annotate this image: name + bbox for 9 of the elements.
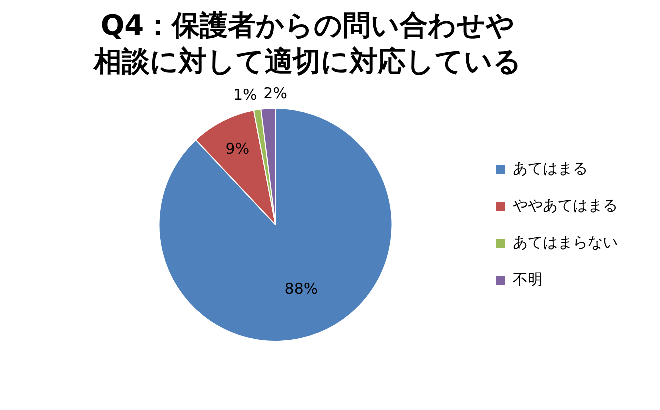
legend-label: ややあてはまる [513,196,618,214]
chart-title: Q4：保護者からの問い合わせや相談に対して適切に対応している [92,8,523,80]
legend-label: 不明 [513,270,543,288]
data-label: 9% [226,140,250,158]
data-label: 2% [264,84,288,103]
legend-label: あてはまらない [513,233,618,252]
data-label: 88% [284,280,318,298]
legend-label: あてはまる [513,159,588,178]
data-label: 1% [233,86,258,104]
